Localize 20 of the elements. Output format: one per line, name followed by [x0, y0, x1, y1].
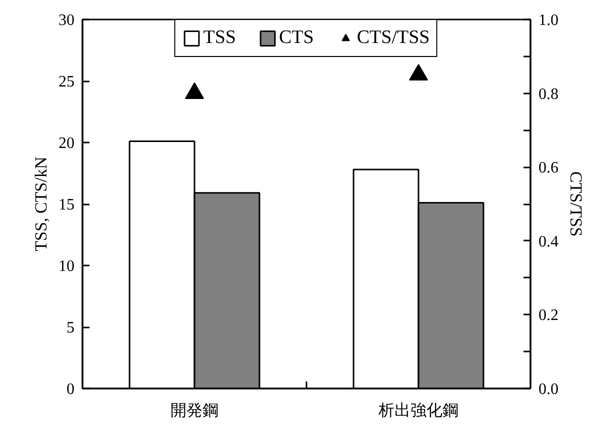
- y2-axis-title: CTS/TSS: [566, 171, 586, 237]
- legend-label: CTS/TSS: [356, 27, 430, 49]
- legend-label: CTS: [279, 27, 314, 49]
- y2-tick-label: 0.0: [538, 381, 558, 398]
- y2-tick-label: 0.6: [538, 160, 558, 177]
- x-tick-label: 析出強化鋼: [378, 402, 458, 420]
- y-tick-label: 5: [66, 320, 74, 336]
- legend-label: TSS: [203, 27, 236, 49]
- y-tick-label: 20: [58, 135, 74, 152]
- y-tick-label: 25: [58, 74, 74, 90]
- y-tick-label: 15: [58, 196, 74, 214]
- y2-tick-label: 1.0: [538, 12, 558, 29]
- y-tick-label: 10: [58, 258, 74, 275]
- y-axis-title: TSS, CTS/kN: [32, 156, 50, 252]
- y2-tick-label: 0.8: [538, 86, 558, 103]
- y2-tick-label: 0.2: [538, 307, 558, 324]
- y-tick-label: 0: [66, 381, 74, 398]
- y-tick-label: 30: [58, 12, 74, 29]
- y2-tick-label: 0.4: [538, 233, 558, 250]
- x-tick-label: 開発鋼: [170, 402, 218, 420]
